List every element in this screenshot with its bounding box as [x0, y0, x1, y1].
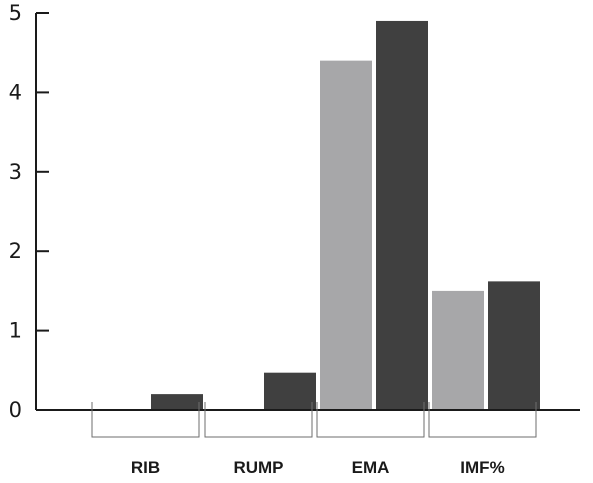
category-label: RUMP [233, 458, 283, 477]
x-axis: RIB RUMP EMA IMF% [36, 402, 580, 477]
y-tick-label: 5 [9, 1, 22, 25]
bar-rump-series-2 [264, 372, 316, 410]
bar-imf-pct-series-2 [488, 281, 540, 410]
bar-imf-pct-series-1 [432, 290, 484, 410]
y-tick-label: 3 [9, 160, 22, 184]
y-tick-label: 2 [9, 239, 22, 263]
y-tick-label: 0 [9, 398, 22, 422]
bar-ema-series-1 [320, 60, 372, 410]
y-axis: 0 1 2 3 4 5 [9, 1, 49, 422]
category-bracket [204, 402, 313, 438]
y-tick-label: 1 [9, 319, 22, 343]
bars [151, 20, 540, 410]
y-tick-label: 4 [9, 80, 22, 104]
bar-rib-series-2 [151, 394, 203, 410]
category-bracket [428, 402, 537, 438]
category-label: IMF% [460, 458, 504, 477]
category-bracket [316, 402, 425, 438]
category-label: EMA [352, 458, 390, 477]
category-bracket [91, 402, 200, 438]
category-label: RIB [131, 458, 160, 477]
bar-ema-series-2 [376, 20, 428, 410]
